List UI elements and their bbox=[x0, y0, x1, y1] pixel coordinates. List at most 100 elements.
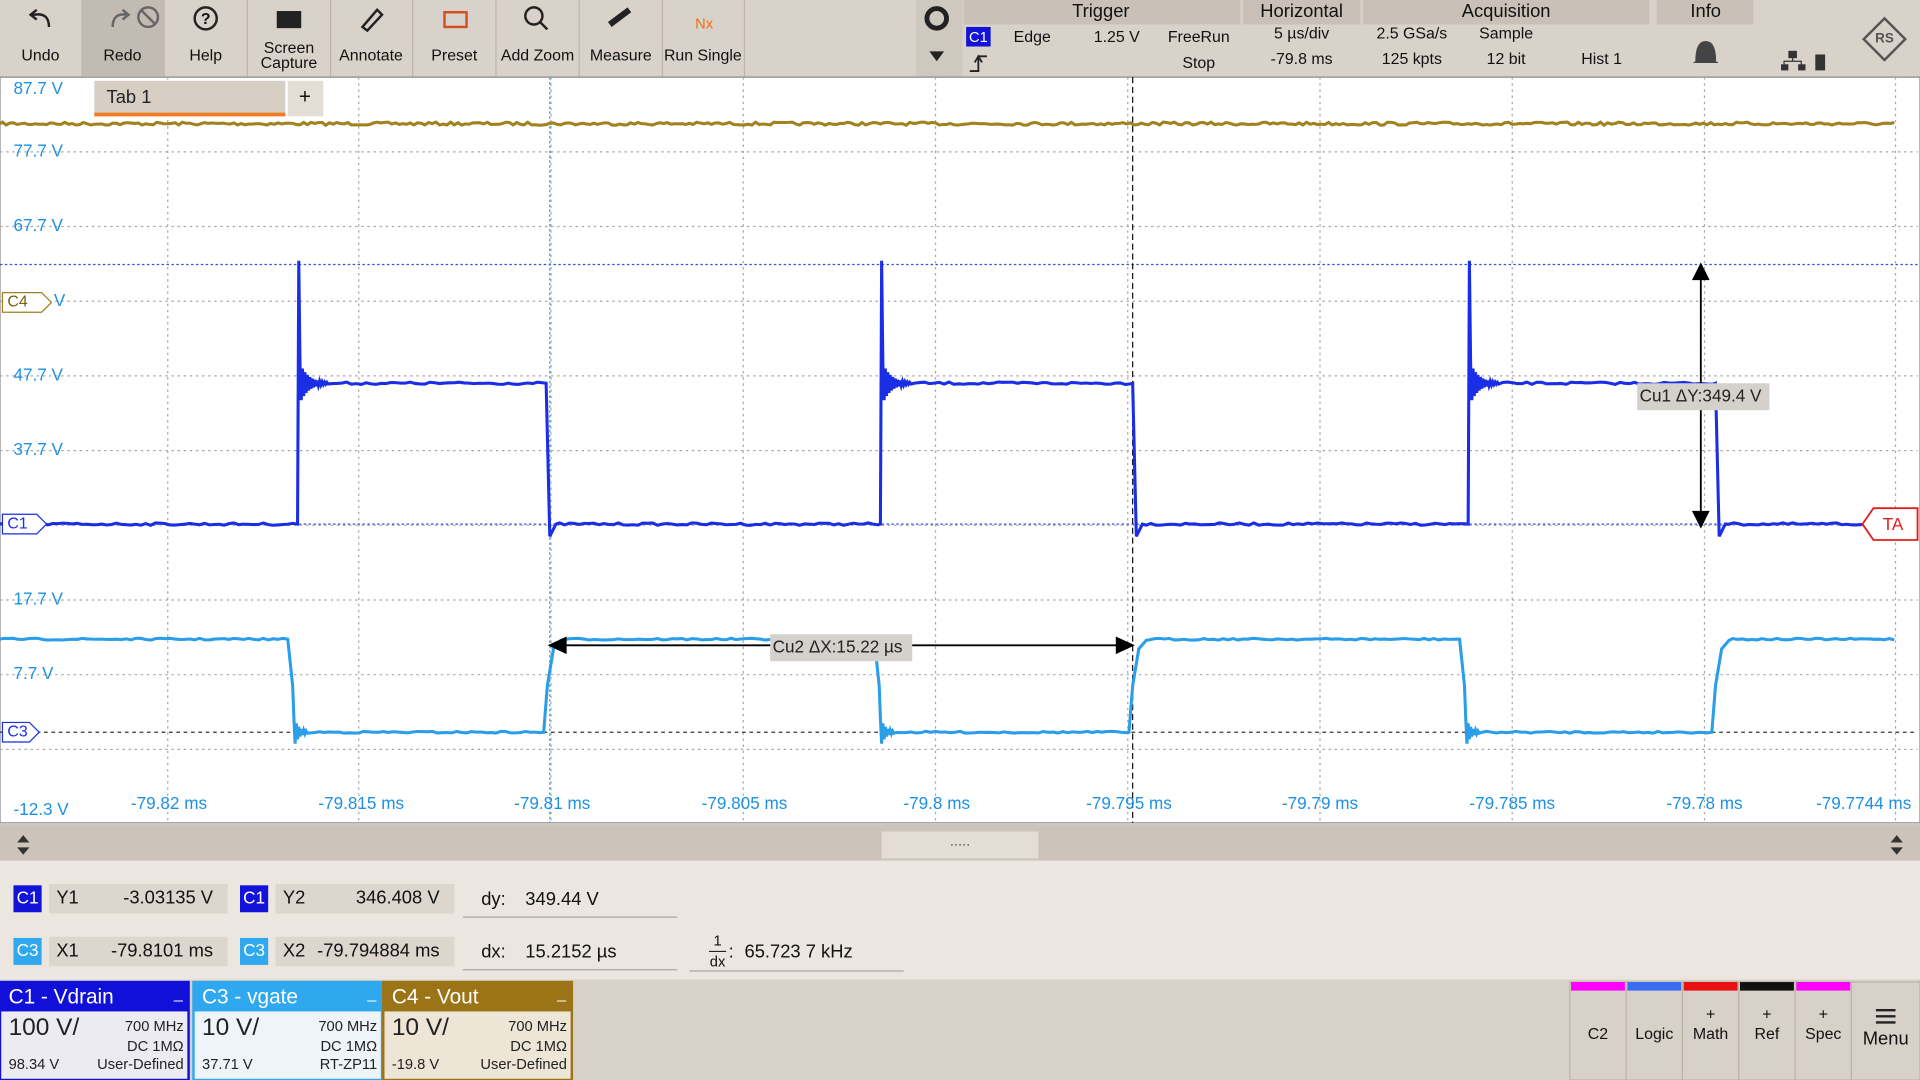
toolbar-button-label[interactable]: Measure bbox=[590, 48, 652, 65]
toolbar-button-label[interactable]: Capture bbox=[261, 55, 318, 72]
c3-marker-label[interactable]: C3 bbox=[7, 723, 27, 740]
x-axis-label: -79.805 ms bbox=[702, 793, 788, 813]
tab[interactable] bbox=[94, 80, 286, 117]
fraction-num: 1 bbox=[713, 934, 721, 950]
gear-icon[interactable] bbox=[924, 6, 949, 31]
add-tab-label[interactable]: + bbox=[299, 85, 311, 108]
channel-name[interactable]: C1 - Vdrain bbox=[9, 985, 114, 1008]
value-box bbox=[48, 936, 228, 967]
y-axis-label: 87.7 V bbox=[13, 78, 63, 98]
toolbar-button-label[interactable]: Annotate bbox=[339, 48, 403, 65]
dropdown-icon[interactable] bbox=[929, 51, 945, 62]
cu2-label: Cu2 ΔX:15.22 µs bbox=[773, 636, 903, 656]
y-axis-label: 17.7 V bbox=[13, 589, 63, 609]
channel-name[interactable]: C3 - vgate bbox=[202, 985, 298, 1008]
side-button[interactable] bbox=[1681, 981, 1740, 1080]
tab-label[interactable]: Tab 1 bbox=[107, 86, 152, 107]
toolbar-button-label[interactable]: Help bbox=[189, 48, 222, 65]
channel-probe: RT-ZP11 bbox=[320, 1057, 377, 1073]
splitter-grip[interactable]: ····· bbox=[950, 837, 970, 851]
y-axis-label: 7.7 V bbox=[13, 663, 54, 683]
add-tab[interactable] bbox=[287, 80, 324, 117]
help-icon: ? bbox=[201, 11, 211, 28]
cursor-value: -3.03135 V bbox=[123, 887, 214, 908]
c4-marker[interactable] bbox=[1, 292, 53, 313]
cursor-value: -79.794884 ms bbox=[317, 939, 439, 960]
toolbar-button-label[interactable]: Add Zoom bbox=[501, 48, 574, 65]
acquisition-title: Acquisition bbox=[1462, 0, 1551, 21]
redo-highlight bbox=[82, 0, 165, 76]
side-button[interactable] bbox=[1794, 981, 1853, 1080]
channel-min[interactable]: _ bbox=[366, 985, 377, 1002]
source-box bbox=[240, 937, 269, 965]
info-title: Info bbox=[1690, 0, 1721, 21]
channel-min[interactable]: _ bbox=[173, 985, 184, 1002]
channel-header[interactable] bbox=[193, 982, 383, 1012]
channel-name[interactable]: C4 - Vout bbox=[392, 985, 479, 1008]
c1-waveform bbox=[0, 260, 1896, 538]
channel-scale: 10 V/ bbox=[202, 1014, 259, 1041]
edge-icon bbox=[969, 54, 987, 72]
channel-probe: User-Defined bbox=[97, 1057, 184, 1073]
delta-value: 15.2152 µs bbox=[525, 940, 616, 961]
toolbar-button-label[interactable]: Undo bbox=[21, 48, 59, 65]
value-box bbox=[275, 884, 455, 914]
source-box bbox=[13, 885, 42, 913]
side-button[interactable] bbox=[1850, 981, 1920, 1080]
channel-min[interactable]: _ bbox=[556, 985, 567, 1002]
cu1-box bbox=[1637, 383, 1770, 411]
side-button-label[interactable]: Menu bbox=[1863, 1027, 1909, 1048]
c3-marker[interactable] bbox=[1, 721, 41, 743]
channel-bandwidth: 700 MHz bbox=[508, 1019, 567, 1035]
toolbar-button-label[interactable]: Screen bbox=[264, 40, 314, 57]
side-button-label[interactable]: Spec bbox=[1805, 1026, 1841, 1043]
record-length: 125 kpts bbox=[1382, 51, 1442, 68]
bell-icon[interactable] bbox=[1693, 41, 1718, 64]
source-label: C3 bbox=[243, 940, 265, 960]
side-button-label[interactable]: Math bbox=[1693, 1026, 1728, 1043]
x-axis-label: -79.815 ms bbox=[318, 793, 404, 813]
side-button-plus[interactable]: + bbox=[1762, 1006, 1771, 1023]
gear-area[interactable] bbox=[915, 0, 963, 78]
channel-header[interactable] bbox=[383, 982, 572, 1012]
side-button-label[interactable]: Logic bbox=[1635, 1026, 1673, 1043]
menu-icon[interactable] bbox=[1875, 1008, 1896, 1024]
toolbar-button-label[interactable]: Preset bbox=[431, 48, 478, 65]
c1-marker[interactable] bbox=[1, 513, 48, 535]
side-button-plus[interactable]: + bbox=[1706, 1006, 1715, 1023]
cursor-label: X2 bbox=[283, 939, 305, 960]
side-button-plus[interactable]: + bbox=[1819, 1006, 1828, 1023]
side-button[interactable] bbox=[1625, 981, 1684, 1080]
logo: RS bbox=[1861, 16, 1908, 62]
channel-offset: 98.34 V bbox=[9, 1057, 60, 1073]
y-axis-label: 47.7 V bbox=[13, 364, 63, 384]
x-axis-label: -79.81 ms bbox=[514, 793, 590, 813]
c3-waveform bbox=[0, 636, 1895, 744]
channel-coupling: DC 1MΩ bbox=[320, 1039, 377, 1055]
y-axis-label: -12.3 V bbox=[13, 799, 69, 819]
delta-label: dx: bbox=[481, 940, 506, 961]
side-button-label[interactable]: Ref bbox=[1755, 1026, 1780, 1043]
c1-marker-label[interactable]: C1 bbox=[7, 515, 27, 532]
trigger-marker-label[interactable]: TA bbox=[1883, 514, 1904, 534]
side-button-label[interactable]: C2 bbox=[1588, 1026, 1608, 1043]
x-axis-label: -79.785 ms bbox=[1469, 793, 1555, 813]
splitter-handle[interactable] bbox=[881, 831, 1039, 859]
toolbar-button-label[interactable]: Run Single bbox=[664, 48, 742, 65]
channel-offset: -19.8 V bbox=[392, 1057, 440, 1073]
x-axis-label: -79.8 ms bbox=[903, 793, 970, 813]
channel-bandwidth: 700 MHz bbox=[318, 1019, 377, 1035]
toolbar-button-label[interactable]: Redo bbox=[103, 48, 141, 65]
resolution: 12 bit bbox=[1487, 51, 1526, 68]
value-box bbox=[48, 884, 228, 914]
svg-text:RS: RS bbox=[1875, 31, 1894, 46]
c4-marker-label[interactable]: C4 bbox=[7, 294, 27, 311]
cursor-label: Y1 bbox=[56, 887, 78, 908]
panel-headers bbox=[963, 0, 1754, 25]
channel-header[interactable] bbox=[0, 982, 189, 1012]
y-axis-label: 77.7 V bbox=[13, 140, 63, 160]
x-axis-label: -79.82 ms bbox=[131, 793, 207, 813]
trigger-marker[interactable] bbox=[1861, 507, 1919, 541]
trigger-type: Edge bbox=[1014, 29, 1051, 46]
tab-underline bbox=[94, 112, 286, 117]
